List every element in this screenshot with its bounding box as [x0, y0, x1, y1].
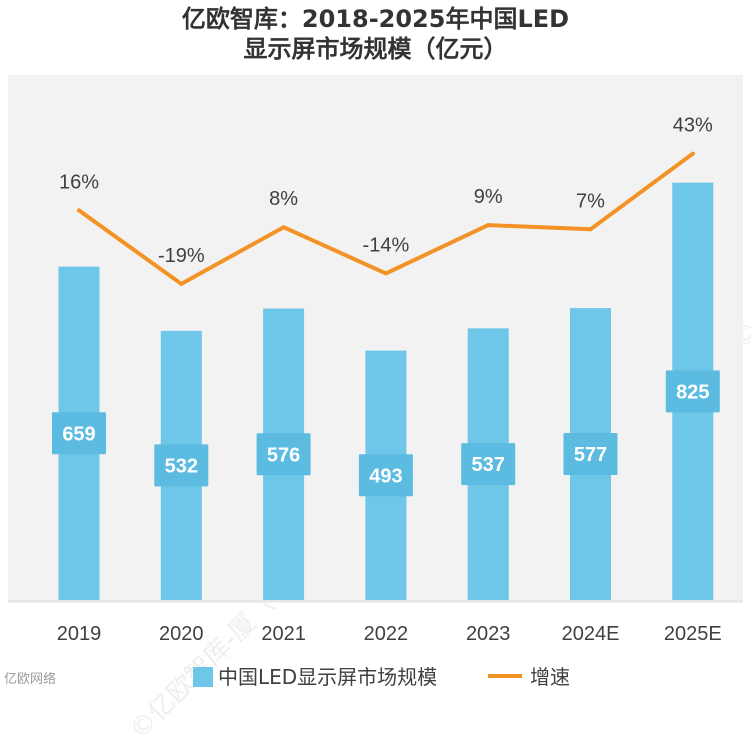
x-axis: 2019 2020 2021 2022 2023 2024E 2025E	[8, 600, 743, 645]
bar-value-label-2021: 576	[267, 444, 300, 466]
bar-series: 659 532 576 493 537 577 825	[52, 182, 720, 600]
bar-label-box-2021	[256, 433, 311, 476]
growth-label-2021: 8%	[269, 188, 298, 210]
chart-title: 亿欧智库：2018-2025年中国LED 显示屏市场规模（亿元）	[0, 4, 751, 64]
brand-mark: 亿欧网络	[4, 672, 57, 687]
bar-label-box-2020	[154, 444, 209, 487]
x-tick-label-2022: 2022	[364, 623, 409, 645]
x-tick-label-2019: 2019	[57, 623, 102, 645]
bar-label-box-2023	[461, 443, 516, 486]
bar-value-label-2024E: 577	[574, 444, 607, 466]
x-tick-label-2021: 2021	[261, 623, 306, 645]
growth-point-2022	[383, 271, 388, 276]
x-tick-label-2020: 2020	[159, 623, 204, 645]
growth-point-2024E	[588, 227, 593, 232]
growth-label-2023: 9%	[474, 186, 503, 208]
bar-value-label-2025E: 825	[676, 381, 709, 403]
bar-label-box-2025E	[665, 370, 720, 413]
growth-point-2023	[486, 223, 491, 228]
chart-title-line2: 显示屏市场规模（亿元）	[243, 35, 508, 63]
bar-label-box-2024E	[563, 433, 618, 476]
legend-label-line: 增速	[530, 665, 570, 689]
legend-label-bar: 中国LED显示屏市场规模	[218, 665, 437, 689]
growth-label-2025E: 43%	[673, 115, 713, 137]
legend-swatch-bar	[193, 667, 213, 687]
bar-value-label-2022: 493	[369, 465, 402, 487]
bar-value-label-2023: 537	[472, 454, 505, 476]
chart-canvas: 659 532 576 493 537 577 825 16% -19% 8% -14% 9% 7% 4…	[8, 75, 743, 689]
bar-value-label-2020: 532	[165, 455, 198, 477]
growth-point-2019	[77, 208, 81, 213]
growth-label-2022: -14%	[363, 234, 410, 256]
x-tick-label-2025E: 2025E	[664, 623, 722, 645]
x-tick-label-2024E: 2024E	[562, 623, 620, 645]
growth-point-2025E	[690, 151, 695, 156]
growth-point-2021	[281, 225, 286, 230]
growth-series: 16% -19% 8% -14% 9% 7% 43%	[59, 115, 713, 286]
growth-label-2019: 16%	[59, 171, 99, 193]
legend: 中国LED显示屏市场规模 增速	[193, 665, 570, 689]
bar-label-box-2022	[358, 454, 413, 497]
growth-label-2024E: 7%	[576, 190, 605, 212]
bar-value-label-2019: 659	[62, 423, 95, 445]
growth-point-2020	[179, 281, 184, 286]
bar-label-box-2019	[52, 412, 106, 455]
chart-title-line1: 亿欧智库：2018-2025年中国LED	[181, 5, 570, 33]
x-tick-label-2023: 2023	[466, 623, 511, 645]
growth-label-2020: -19%	[158, 245, 205, 267]
